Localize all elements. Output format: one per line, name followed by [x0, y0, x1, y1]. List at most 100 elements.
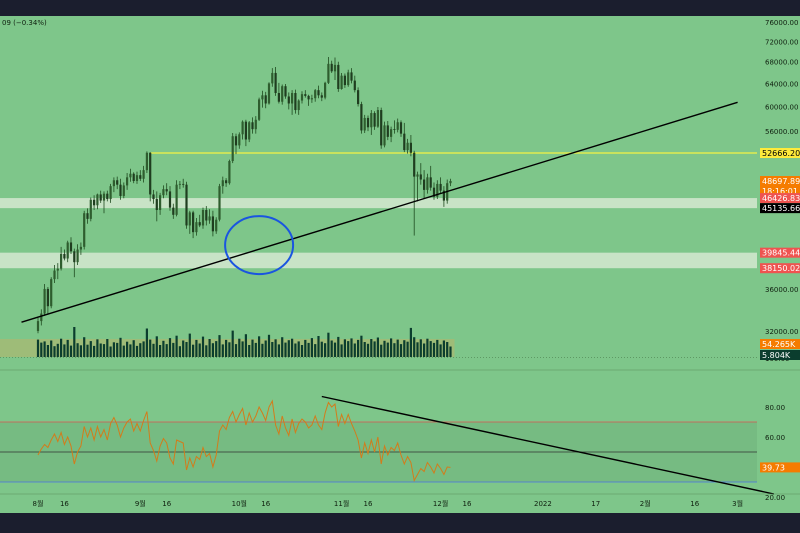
time-tick-label: 16 [261, 500, 270, 508]
candle-body [376, 110, 379, 127]
candle-body [380, 110, 383, 146]
volume-bar [66, 339, 69, 357]
volume-bar [254, 342, 257, 357]
volume-bar [432, 342, 436, 357]
volume-bar [215, 341, 218, 357]
volume-bar [86, 344, 89, 357]
candle-body [294, 93, 297, 111]
candle-body [192, 212, 195, 233]
volume-bar [225, 339, 228, 357]
candle-body [215, 219, 218, 232]
volume-bar [337, 336, 340, 357]
volume-bar [327, 332, 330, 357]
candle-body [393, 129, 396, 130]
volume-bar [152, 343, 155, 357]
volume-bar [89, 341, 92, 357]
volume-bar [406, 341, 409, 357]
price-tags: 52666.20 48697.8918:16:0146426.8345135.66… [760, 148, 800, 473]
candle-body [50, 279, 53, 307]
price-tick-label: 72000.00 [765, 38, 798, 46]
volume-bar [79, 345, 82, 357]
volume-bar [363, 342, 366, 357]
rsi-tick-label: 60.00 [765, 434, 785, 442]
candle-body [168, 191, 172, 208]
candle-body [40, 313, 43, 322]
volume-bar [449, 346, 452, 357]
candle-body [234, 136, 238, 146]
candle-body [112, 180, 115, 187]
candle-body [373, 113, 376, 127]
candle-body [188, 212, 191, 226]
candle-body [142, 170, 145, 179]
price-tag: 46426.83 [762, 194, 800, 203]
volume-bar [50, 340, 53, 357]
volume-bar [304, 339, 307, 357]
rsi-tag: 39.73 [762, 463, 785, 472]
time-axis: 8월 16 9월 16 10월 16 11월 16 12월 16 2022 17 2월 16 3월 [0, 493, 800, 508]
rsi-tag-bg [760, 462, 800, 473]
time-tick-label: 8월 [33, 499, 44, 508]
candle-body [43, 288, 46, 314]
volume-bar [182, 340, 185, 357]
candle-body [333, 64, 337, 72]
volume-bar [284, 342, 287, 357]
volume-bar [132, 340, 135, 357]
volume-bar [330, 340, 333, 357]
candle-body [366, 117, 370, 128]
candle-body [330, 63, 333, 72]
candle-body [271, 72, 274, 84]
time-tick-label: 16 [60, 500, 69, 508]
volume-bar [347, 341, 350, 357]
candle-body [284, 86, 287, 97]
volume-bar [188, 333, 191, 357]
candle-body [277, 93, 280, 102]
candle-body [53, 270, 56, 280]
volume-bar [238, 338, 241, 357]
drawings [21, 101, 738, 323]
candle-body [274, 72, 277, 94]
volume-bar [241, 341, 244, 357]
volume-tag-bg [760, 339, 800, 349]
candle-body [135, 175, 139, 181]
candle-body [419, 174, 422, 180]
candle-body [307, 95, 310, 100]
candle-body [357, 90, 360, 105]
candle-body [396, 122, 399, 130]
volume-bar [300, 345, 304, 357]
candle-body [211, 216, 214, 232]
candle-body [66, 242, 69, 259]
candle-body [122, 185, 125, 196]
time-tick-label: 10월 [232, 499, 247, 508]
price-tag-bg [760, 263, 800, 274]
candle-body [350, 72, 353, 81]
volume-bar [294, 343, 297, 357]
volume-bar [376, 337, 379, 357]
price-tag: 48697.89 [762, 177, 800, 186]
candle-body [221, 180, 224, 187]
volume-bar [228, 342, 231, 357]
volume-bar [73, 327, 76, 357]
volume-bar [324, 343, 327, 357]
volume-bar [211, 343, 214, 357]
candle-body [178, 183, 181, 185]
volume-bar [423, 343, 426, 357]
volume-bar [96, 339, 99, 357]
candle-body [406, 142, 409, 151]
price-tag-bg [760, 186, 800, 197]
candle-body [297, 100, 300, 111]
candle-body [320, 95, 323, 98]
volume-bar [307, 342, 310, 357]
rsi-trendline-0 [321, 395, 775, 495]
candle-body [218, 186, 221, 220]
volume-bar [314, 344, 317, 357]
candle-body [106, 193, 109, 200]
candle-body [69, 242, 73, 252]
candle-body [324, 82, 327, 98]
candle-body [254, 119, 257, 130]
candle-body [205, 210, 208, 221]
candle-body [413, 152, 416, 177]
volume-bar [333, 342, 337, 357]
candle-body [327, 63, 330, 83]
volume-bar [350, 338, 353, 357]
